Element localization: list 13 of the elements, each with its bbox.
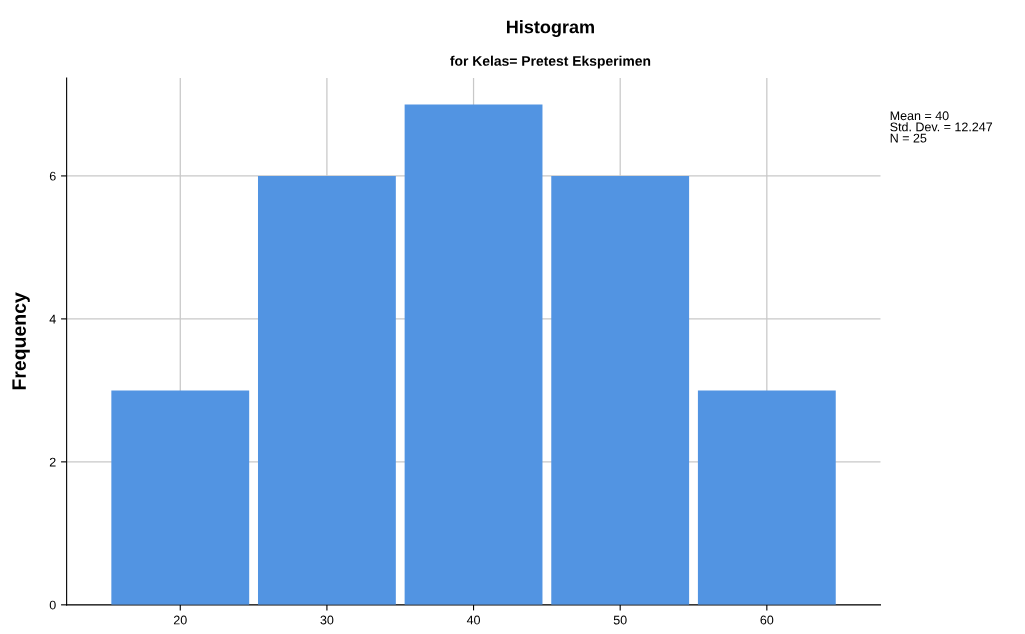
chart-subtitle: for Kelas= Pretest Eksperimen <box>450 55 651 69</box>
x-tick-label: 50 <box>613 615 627 625</box>
chart-title: Histogram <box>506 20 594 37</box>
y-tick-label: 4 <box>49 314 56 324</box>
y-tick-label: 0 <box>49 600 56 610</box>
x-tick-label: 40 <box>466 615 481 625</box>
y-axis-title: Frequency <box>12 292 30 390</box>
x-tick-label: 30 <box>320 615 334 625</box>
x-tick-label: 20 <box>173 615 187 625</box>
x-tick-label: 60 <box>760 615 774 625</box>
y-tick-label: 6 <box>49 171 56 181</box>
y-tick-label: 2 <box>49 457 56 467</box>
text: Mean = 40 Std. Dev. = 12.247 N = 25 <box>890 111 993 143</box>
